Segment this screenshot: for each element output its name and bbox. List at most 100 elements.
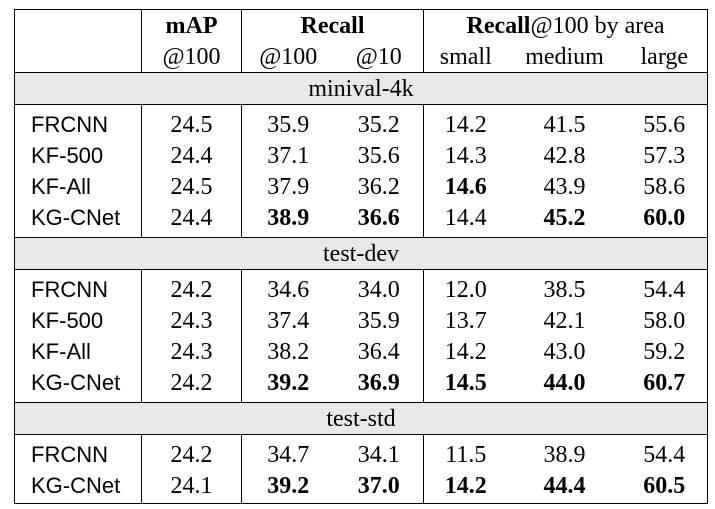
cell-recall-10: 36.9 [357, 369, 400, 396]
cell-map-100: 24.5 [141, 171, 242, 202]
cell-map-100: 24.2 [141, 434, 242, 470]
cell-recall-large: 54.4 [643, 276, 686, 303]
cell-recall-100: 37.1 [241, 140, 335, 171]
header-row-1: mAP Recall Recall@100 by area [15, 9, 708, 42]
cell-recall-small: 14.2 [423, 104, 508, 140]
cell-recall-large: 60.0 [643, 204, 686, 231]
cell-recall-medium: 44.4 [543, 472, 586, 499]
section-title: test-dev [14, 237, 708, 270]
section-title: minival-4k [14, 72, 708, 105]
method-name: KG-CNet [31, 369, 121, 395]
cell-recall-large: 59.2 [643, 338, 686, 365]
cell-recall-small: 11.5 [423, 434, 508, 470]
cell-map-100: 24.2 [141, 367, 242, 403]
cell-recall-10: 36.4 [357, 338, 400, 365]
method-name: KF-500 [31, 307, 104, 333]
method-name: KG-CNet [31, 204, 121, 230]
cell-recall-100: 38.9 [241, 202, 335, 238]
cell-recall-medium: 45.2 [543, 204, 586, 231]
cell-recall-100: 34.6 [241, 269, 335, 305]
table-row: FRCNN 24.5 35.9 35.2 14.2 41.5 55.6 [15, 104, 708, 140]
cell-recall-medium: 42.1 [543, 307, 586, 334]
cell-map-100: 24.3 [141, 305, 242, 336]
cell-recall-10: 34.1 [357, 441, 400, 468]
header-corner-2 [15, 41, 142, 73]
table-row: FRCNN 24.2 34.6 34.0 12.0 38.5 54.4 [15, 269, 708, 305]
table-row: KF-500 24.3 37.4 35.9 13.7 42.1 58.0 [15, 305, 708, 336]
cell-recall-10: 34.0 [357, 276, 400, 303]
header-row-2: @100 @100 @10 small medium large [15, 41, 708, 73]
method-name: KG-CNet [31, 472, 121, 498]
results-table: mAP Recall Recall@100 by area @100 @100 … [14, 9, 709, 504]
cell-recall-100: 35.9 [241, 104, 335, 140]
section-row: test-dev [14, 237, 708, 270]
cell-recall-10: 36.2 [357, 173, 400, 200]
cell-recall-large: 60.5 [643, 472, 686, 499]
method-name: KF-All [31, 173, 91, 199]
header-area-bold: Recall [466, 12, 531, 39]
header-recall: Recall [240, 9, 424, 41]
section-title: test-std [14, 402, 708, 435]
cell-recall-small: 13.7 [423, 305, 508, 336]
cell-recall-10: 35.2 [357, 111, 400, 138]
cell-recall-small: 14.4 [423, 202, 508, 238]
cell-recall-medium: 41.5 [543, 111, 586, 138]
table-row: FRCNN 24.2 34.7 34.1 11.5 38.9 54.4 [15, 434, 708, 470]
cell-recall-medium: 38.5 [543, 276, 586, 303]
cell-recall-large: 55.6 [643, 111, 686, 138]
cell-recall-small: 14.6 [423, 171, 508, 202]
cell-recall-small: 14.3 [423, 140, 508, 171]
cell-recall-10: 35.6 [357, 142, 400, 169]
cell-recall-small: 14.2 [423, 470, 508, 504]
cell-recall-small: 14.5 [423, 367, 508, 403]
cell-recall-medium: 44.0 [543, 369, 586, 396]
cell-recall-10: 35.9 [357, 307, 400, 334]
cell-recall-large: 57.3 [643, 142, 686, 169]
method-name: KF-500 [31, 142, 104, 168]
cell-recall-small: 14.2 [423, 336, 508, 367]
cell-map-100: 24.2 [141, 269, 242, 305]
method-name: KF-All [31, 338, 91, 364]
method-name: FRCNN [31, 276, 108, 302]
header-area-medium: medium [525, 43, 604, 70]
cell-recall-large: 58.0 [643, 307, 686, 334]
header-area-large: large [640, 43, 689, 70]
cell-map-100: 24.4 [141, 202, 242, 238]
section-row: minival-4k [14, 72, 708, 105]
table-row: KG-CNet 24.2 39.2 36.9 14.5 44.0 60.7 [15, 367, 708, 403]
cell-recall-large: 58.6 [643, 173, 686, 200]
table-row: KF-500 24.4 37.1 35.6 14.3 42.8 57.3 [15, 140, 708, 171]
header-area-rest: @100 by area [530, 12, 665, 39]
table-row: KG-CNet 24.4 38.9 36.6 14.4 45.2 60.0 [15, 202, 708, 238]
method-name: FRCNN [31, 111, 108, 137]
cell-recall-100: 37.9 [241, 171, 335, 202]
cell-recall-100: 39.2 [241, 470, 335, 504]
cell-map-100: 24.5 [141, 104, 242, 140]
cell-recall-100: 37.4 [241, 305, 335, 336]
header-recall-10: @10 [355, 43, 402, 70]
header-recall-by-area: Recall@100 by area [423, 9, 708, 41]
cell-recall-large: 54.4 [643, 441, 686, 468]
cell-recall-100: 34.7 [241, 434, 335, 470]
header-map-sub: @100 [141, 41, 242, 73]
cell-map-100: 24.1 [141, 470, 242, 504]
method-name: FRCNN [31, 441, 108, 467]
header-corner [15, 10, 142, 42]
header-recall-100: @100 [241, 41, 335, 73]
cell-map-100: 24.4 [141, 140, 242, 171]
cell-recall-100: 38.2 [241, 336, 335, 367]
cell-recall-medium: 43.9 [543, 173, 586, 200]
cell-recall-100: 39.2 [241, 367, 335, 403]
header-map: mAP [141, 9, 242, 41]
cell-recall-small: 12.0 [423, 269, 508, 305]
section-row: test-std [14, 402, 708, 435]
table-row: KF-All 24.3 38.2 36.4 14.2 43.0 59.2 [15, 336, 708, 367]
table-row: KG-CNet 24.1 39.2 37.0 14.2 44.4 60.5 [15, 470, 708, 504]
header-area-small: small [423, 41, 508, 73]
cell-recall-large: 60.7 [643, 369, 686, 396]
cell-recall-medium: 38.9 [543, 441, 586, 468]
cell-recall-10: 36.6 [357, 204, 400, 231]
cell-recall-medium: 43.0 [543, 338, 586, 365]
cell-recall-10: 37.0 [357, 472, 400, 499]
cell-map-100: 24.3 [141, 336, 242, 367]
